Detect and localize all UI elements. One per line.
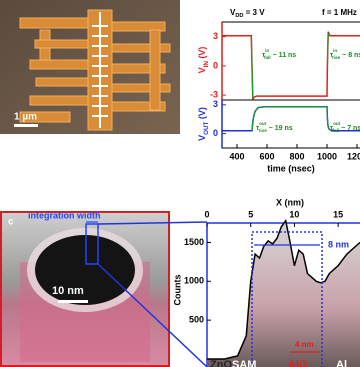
scale-bar: [58, 300, 88, 303]
y-tick-label: 1000: [184, 276, 204, 286]
label-sub: fall: [333, 128, 340, 133]
x-tick-label: 400: [229, 151, 244, 161]
y-tick-label: 3: [213, 31, 218, 41]
label-rest: ~ 11 ns: [271, 52, 297, 59]
counts-line: [207, 218, 360, 360]
y-tick-label: 0: [213, 128, 218, 138]
contact-lines: [92, 12, 108, 128]
y-axis-label: Counts: [172, 275, 182, 306]
panel-label: c: [8, 217, 14, 228]
label-main: τ: [262, 52, 266, 59]
layer-label: AlO: [288, 359, 308, 367]
x-tick-label: 1200: [347, 151, 360, 161]
label-main: f = 1 MHz: [322, 8, 357, 17]
scale-bar-label: 10 nm: [52, 285, 84, 297]
layer-label: SAM: [232, 359, 256, 367]
label-sup: out: [333, 121, 341, 126]
tem-core: [35, 235, 135, 305]
series-group: [222, 105, 360, 132]
x-axis-label: X (nm): [276, 197, 304, 207]
data-line: [250, 36, 255, 100]
x-tick-label: 5: [248, 209, 253, 219]
label-sub: rise: [332, 55, 341, 60]
label: f = 1 MHz: [322, 8, 357, 17]
width-label: 8 nm: [328, 239, 349, 249]
label-sub: DD: [235, 13, 243, 19]
data-line: [251, 106, 332, 132]
label-sup: in: [333, 48, 337, 53]
x-tick-label: 0: [204, 209, 209, 219]
layer-label: ZnO: [210, 359, 232, 367]
sem-image: 1 µm: [0, 0, 180, 134]
label-rest: = 3 V: [243, 8, 265, 17]
y-tick-label: -3: [210, 90, 218, 100]
tem-image: c integration width 10 nm: [0, 210, 170, 367]
label-sub: rise: [259, 128, 268, 133]
label-sup: in: [265, 48, 269, 53]
label-rest: ~ 19 ns: [267, 125, 293, 132]
y-tick-label: 500: [189, 315, 204, 325]
label-sub: IN: [203, 61, 210, 68]
label: VIN (V): [197, 47, 209, 74]
label-rest: (V): [197, 107, 207, 122]
integration-box: [251, 231, 323, 367]
label-rest: ~ 7 ns: [339, 125, 360, 132]
x-tick-label: 15: [333, 209, 343, 219]
label-sup: out: [259, 121, 267, 126]
x-tick-label: 10: [289, 209, 299, 219]
label-main: τ: [256, 125, 260, 132]
label: τin rise ~ 8 ns: [330, 48, 360, 60]
scale-bar-label: 1 µm: [14, 112, 37, 123]
series-group: [222, 31, 360, 102]
label-sub: OUT: [203, 121, 210, 134]
label-main: τ: [330, 52, 334, 59]
label: VDD = 3 V: [230, 8, 265, 19]
voltage-plot: -3 0 3: [210, 21, 360, 102]
plot-frame: [221, 21, 360, 101]
label-main: V: [230, 8, 236, 17]
scale-bar: [14, 124, 38, 127]
label-rest: (V): [197, 47, 207, 62]
integration-label: integration width: [28, 210, 101, 220]
label: VOUT (V): [197, 107, 209, 141]
label-rest: ~ 8 ns: [340, 52, 360, 59]
label: τout rise ~ 19 ns: [256, 121, 293, 133]
label-main: V: [197, 135, 207, 141]
width-label: 4 nm: [295, 340, 314, 349]
data-line: [326, 32, 331, 66]
label-main: V: [197, 67, 207, 73]
label: τout fall ~ 7 ns: [330, 121, 360, 133]
x-axis-label: time (nsec): [267, 163, 315, 173]
zoom-line: [97, 221, 208, 225]
integration-box: [85, 223, 99, 265]
zoom-line: [97, 263, 208, 367]
label-sub: fall: [264, 55, 271, 60]
y-tick-label: 3: [213, 99, 218, 109]
x-tick-label: 1000: [317, 151, 337, 161]
label-main: τ: [330, 125, 334, 132]
voltage-plot: 0 3 400 600 800 1000 1200 time (nsec): [213, 99, 360, 173]
x-tick-label: 600: [259, 151, 274, 161]
label: τin fall ~ 11 ns: [262, 48, 296, 60]
counts-plot: 500 1000 1500 0 5 10 15 X (nm) Counts 8 nm 4 nm ZnO…: [172, 197, 360, 367]
x-tick-label: 800: [289, 151, 304, 161]
layer-label: Al: [336, 359, 347, 367]
y-tick-label: 0: [213, 60, 218, 70]
y-tick-label: 1500: [184, 237, 204, 247]
